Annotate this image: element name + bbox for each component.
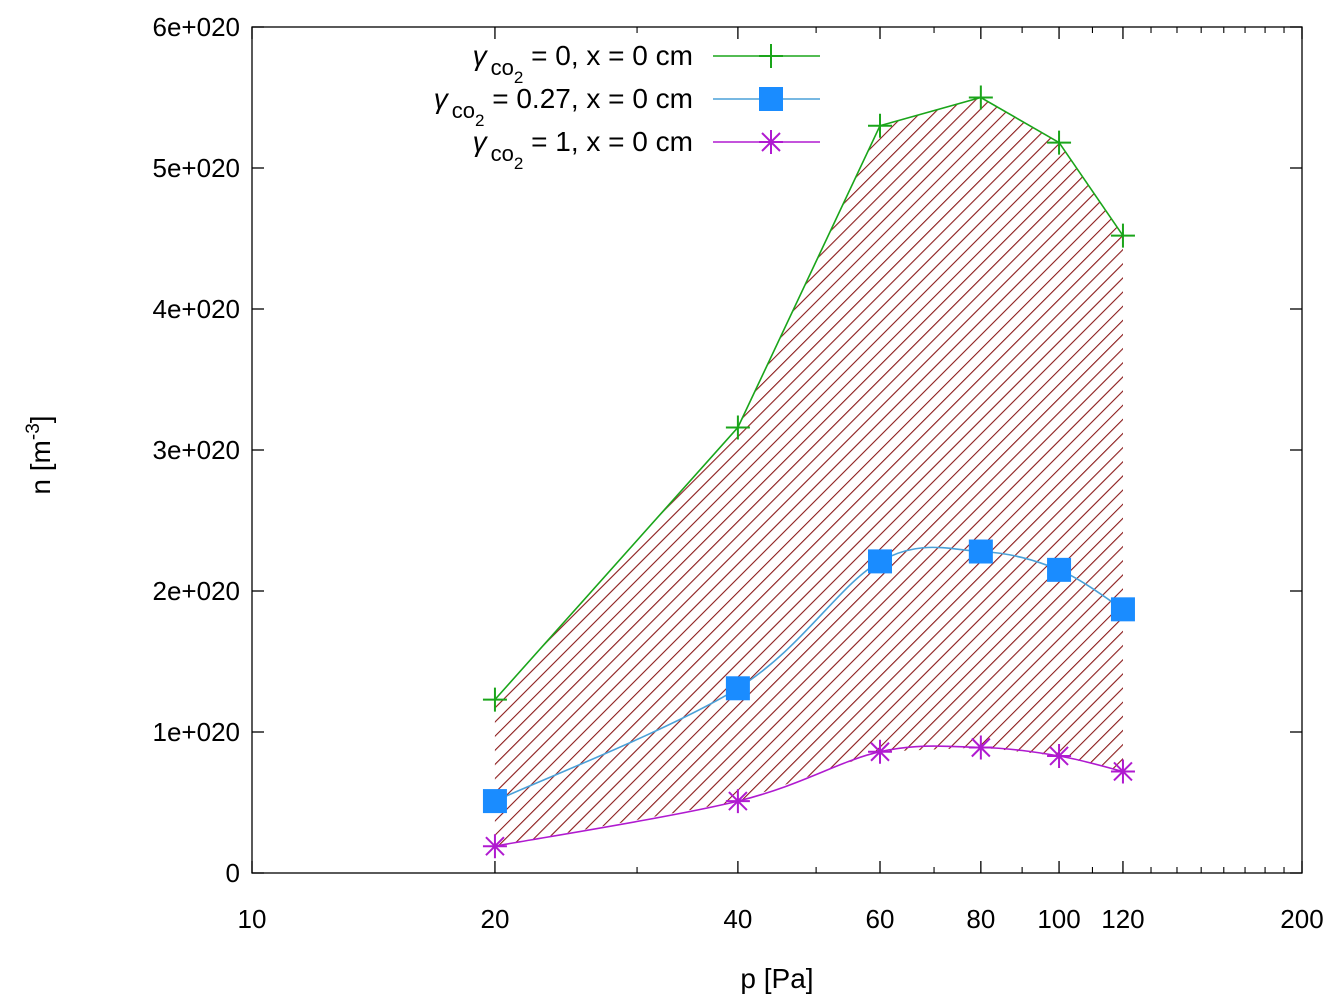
legend-label-0: γ co2 = 0, x = 0 cm — [473, 40, 693, 87]
y-tick-label: 6e+020 — [153, 12, 240, 42]
data-point-2 — [868, 739, 893, 764]
data-point-1 — [868, 549, 893, 574]
legend-gamma: γ — [473, 126, 489, 157]
data-point-2 — [1110, 759, 1135, 784]
data-point-2 — [725, 789, 750, 814]
y-axis-label-exp: -3 — [23, 423, 44, 440]
x-tick-label: 10 — [238, 904, 267, 934]
data-point-0 — [1110, 223, 1135, 248]
data-point-2 — [482, 834, 507, 859]
legend-marker-2 — [759, 130, 783, 154]
y-tick-label: 0 — [226, 858, 240, 888]
tick-labels: 0 1e+020 2e+020 3e+020 4e+020 5e+020 6e+020 10 2… — [153, 12, 1324, 934]
y-tick-label: 2e+020 — [153, 576, 240, 606]
legend-label-1: γ co2 = 0.27, x = 0 cm — [434, 83, 693, 130]
legend-rest: = 0, x = 0 cm — [523, 40, 693, 71]
data-point-1 — [968, 539, 993, 564]
x-tick-label: 40 — [723, 904, 752, 934]
data-point-0 — [1047, 130, 1072, 155]
x-tick-label: 60 — [866, 904, 895, 934]
legend-rest: = 0.27, x = 0 cm — [484, 83, 693, 114]
data-point-0 — [868, 113, 893, 138]
axis-ticks — [251, 26, 1303, 874]
y-tick-label: 1e+020 — [153, 717, 240, 747]
x-tick-label: 120 — [1101, 904, 1144, 934]
data-point-2 — [1047, 743, 1072, 768]
data-point-1 — [1047, 557, 1072, 582]
y-axis-label: n [m-3] — [23, 415, 56, 494]
x-tick-label: 80 — [966, 904, 995, 934]
series-line-0 — [494, 96, 1124, 701]
shaded-region-fill — [494, 97, 1123, 847]
y-tick-label: 4e+020 — [153, 294, 240, 324]
legend-subsub: 2 — [514, 68, 523, 87]
data-point-0 — [725, 415, 750, 440]
legend-marker-0 — [759, 44, 783, 68]
x-tick-label: 100 — [1037, 904, 1080, 934]
legend-subsub: 2 — [475, 111, 484, 130]
legend-subsub: 2 — [514, 154, 523, 173]
legend-label-2: γ co2 = 1, x = 0 cm — [473, 126, 693, 173]
y-axis-label-close: ] — [25, 415, 56, 423]
legend-gamma: γ — [473, 40, 489, 71]
legend-sub: co — [491, 141, 514, 166]
y-tick-label: 3e+020 — [153, 435, 240, 465]
x-tick-label: 20 — [480, 904, 509, 934]
series-layer — [482, 85, 1135, 859]
y-tick-label: 5e+020 — [153, 153, 240, 183]
legend: γ co2 = 0, x = 0 cmγ co2 = 0.27, x = 0 cmγ… — [434, 40, 820, 173]
legend-rest: = 1, x = 0 cm — [523, 126, 693, 157]
legend-sub: co — [452, 98, 475, 123]
data-point-0 — [482, 687, 507, 712]
legend-marker-1 — [759, 87, 783, 111]
data-point-2 — [968, 735, 993, 760]
legend-sub: co — [491, 55, 514, 80]
x-axis-label: p [Pa] — [740, 963, 813, 994]
data-point-1 — [1110, 597, 1135, 622]
data-point-1 — [725, 676, 750, 701]
data-point-1 — [482, 789, 507, 814]
legend-gamma: γ — [434, 83, 450, 114]
data-point-0 — [968, 85, 993, 110]
y-axis-label-base: n [m — [25, 440, 56, 494]
x-tick-label: 200 — [1280, 904, 1323, 934]
shaded-region — [494, 97, 1123, 847]
